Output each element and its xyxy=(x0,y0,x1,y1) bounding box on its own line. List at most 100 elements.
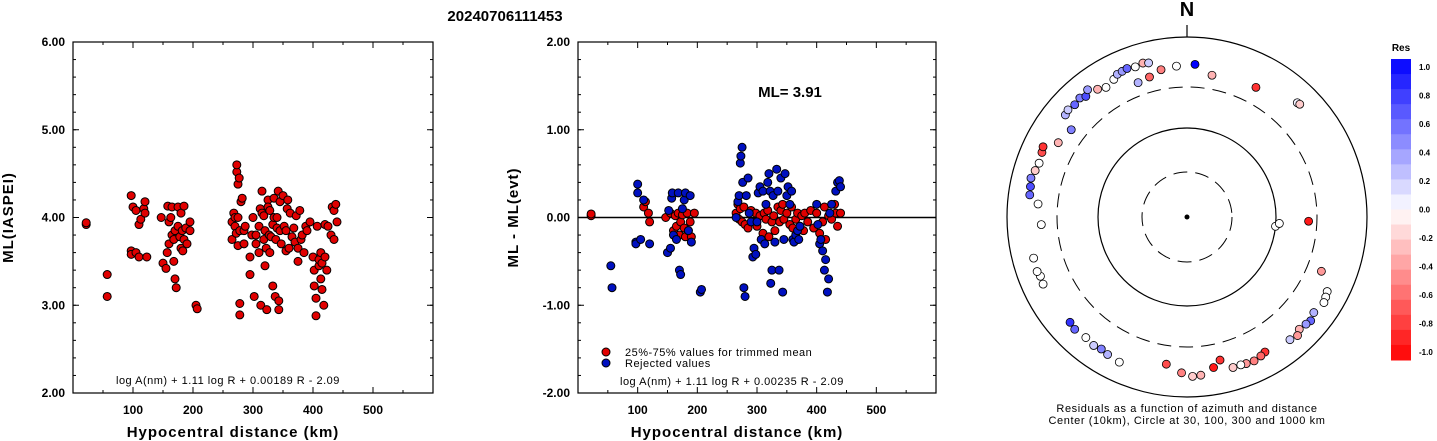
data-point xyxy=(293,243,303,253)
data-point xyxy=(239,239,249,249)
station-marker xyxy=(1030,166,1040,175)
data-point xyxy=(836,208,846,218)
data-point xyxy=(794,234,804,244)
data-point xyxy=(235,298,245,308)
station-marker xyxy=(1036,220,1046,230)
data-point xyxy=(142,252,152,262)
colorbar-tick-label: 0.2 xyxy=(1419,177,1431,186)
data-point xyxy=(676,270,686,280)
colorbar-swatch xyxy=(1391,164,1411,180)
data-point xyxy=(322,265,332,275)
station-marker xyxy=(1096,344,1106,354)
colorbar-tick-label: 0.8 xyxy=(1419,92,1431,101)
data-point xyxy=(824,274,834,284)
data-point xyxy=(645,217,655,227)
data-point xyxy=(166,213,176,222)
data-point xyxy=(633,188,643,198)
data-point xyxy=(827,199,837,209)
station-marker xyxy=(1156,65,1166,75)
data-point xyxy=(665,243,675,253)
colorbar: Res 1.0 0.8 0.6 0.4 0.2 0.0 -0.2 -0.4 -0.6 -0.8 -1.… xyxy=(1391,43,1433,361)
data-point xyxy=(686,237,696,247)
data-point xyxy=(741,191,751,201)
data-point xyxy=(281,226,291,236)
data-point xyxy=(743,173,753,183)
data-point xyxy=(764,232,774,242)
station-marker xyxy=(1274,219,1284,228)
station-marker xyxy=(1251,82,1261,92)
colorbar-tick-label: 0.6 xyxy=(1419,120,1431,129)
data-point xyxy=(311,311,321,321)
data-point xyxy=(178,246,188,256)
station-marker xyxy=(1053,138,1063,148)
y-tick-label: 6.00 xyxy=(42,35,66,49)
station-marker xyxy=(1236,360,1246,370)
data-point xyxy=(134,252,144,262)
data-point xyxy=(169,256,179,266)
station-marker xyxy=(1025,190,1035,200)
colorbar-tick-label: -0.2 xyxy=(1419,234,1433,243)
data-point xyxy=(764,169,774,179)
data-point xyxy=(744,208,754,218)
x-tick-label: 400 xyxy=(303,403,323,417)
data-point xyxy=(331,199,341,209)
station-marker xyxy=(1172,61,1181,71)
data-point xyxy=(774,265,784,275)
data-point xyxy=(81,218,91,228)
x-tick-label: 100 xyxy=(123,403,143,417)
data-point xyxy=(685,191,695,201)
data-point xyxy=(260,261,270,271)
colorbar-swatch xyxy=(1391,89,1411,105)
data-point xyxy=(731,213,741,222)
station-marker xyxy=(1034,158,1044,168)
colorbar-swatch xyxy=(1391,299,1411,316)
colorbar-swatch xyxy=(1391,254,1411,271)
station-marker xyxy=(1026,182,1035,191)
data-point xyxy=(836,182,846,192)
y-tick-label: 2.00 xyxy=(42,386,66,400)
data-point xyxy=(779,234,789,244)
colorbar-swatch xyxy=(1391,134,1411,150)
data-point xyxy=(813,220,823,230)
data-point xyxy=(736,151,746,161)
colorbar-tick-label: -0.8 xyxy=(1419,320,1433,329)
station-marker xyxy=(1196,370,1206,380)
polar-caption-1: Residuals as a function of azimuth and d… xyxy=(1056,403,1317,415)
x-tick-label: 500 xyxy=(363,403,383,417)
station-marker xyxy=(1133,78,1143,88)
data-point xyxy=(812,208,822,218)
y-tick-label: 3.00 xyxy=(42,298,66,312)
station-marker xyxy=(1293,331,1302,340)
legend-label: 25%-75% values for trimmed mean xyxy=(625,347,812,359)
y-tick-label: 0.00 xyxy=(547,211,571,225)
data-point xyxy=(302,226,312,236)
data-point xyxy=(185,226,195,236)
data-point xyxy=(636,234,646,244)
legend-marker xyxy=(601,358,611,368)
y-axis-label: ML(IASPEI) xyxy=(0,172,17,263)
colorbar-tick-label: 1.0 xyxy=(1419,63,1431,72)
data-point xyxy=(317,284,327,294)
polar-caption-2: Center (10km), Circle at 30, 100, 300 an… xyxy=(1048,415,1325,427)
x-tick-label: 500 xyxy=(866,403,886,417)
data-point xyxy=(822,287,832,297)
data-point xyxy=(295,205,305,215)
colorbar-swatch xyxy=(1391,59,1411,75)
data-point xyxy=(319,300,329,310)
station-marker xyxy=(1083,85,1092,95)
data-point xyxy=(740,291,750,301)
data-point xyxy=(136,214,146,224)
data-point xyxy=(262,305,272,315)
station-marker xyxy=(1063,105,1073,115)
station-marker xyxy=(1089,341,1099,350)
station-marker xyxy=(1228,363,1238,372)
station-marker xyxy=(1038,279,1048,289)
data-point xyxy=(737,142,747,152)
colorbar-swatch xyxy=(1391,149,1411,165)
colorbar-swatch xyxy=(1391,239,1411,256)
colorbar-tick-label: -0.6 xyxy=(1419,291,1433,300)
data-point xyxy=(816,234,826,244)
data-point xyxy=(739,202,749,212)
colorbar-tick-label: -1.0 xyxy=(1419,348,1433,357)
